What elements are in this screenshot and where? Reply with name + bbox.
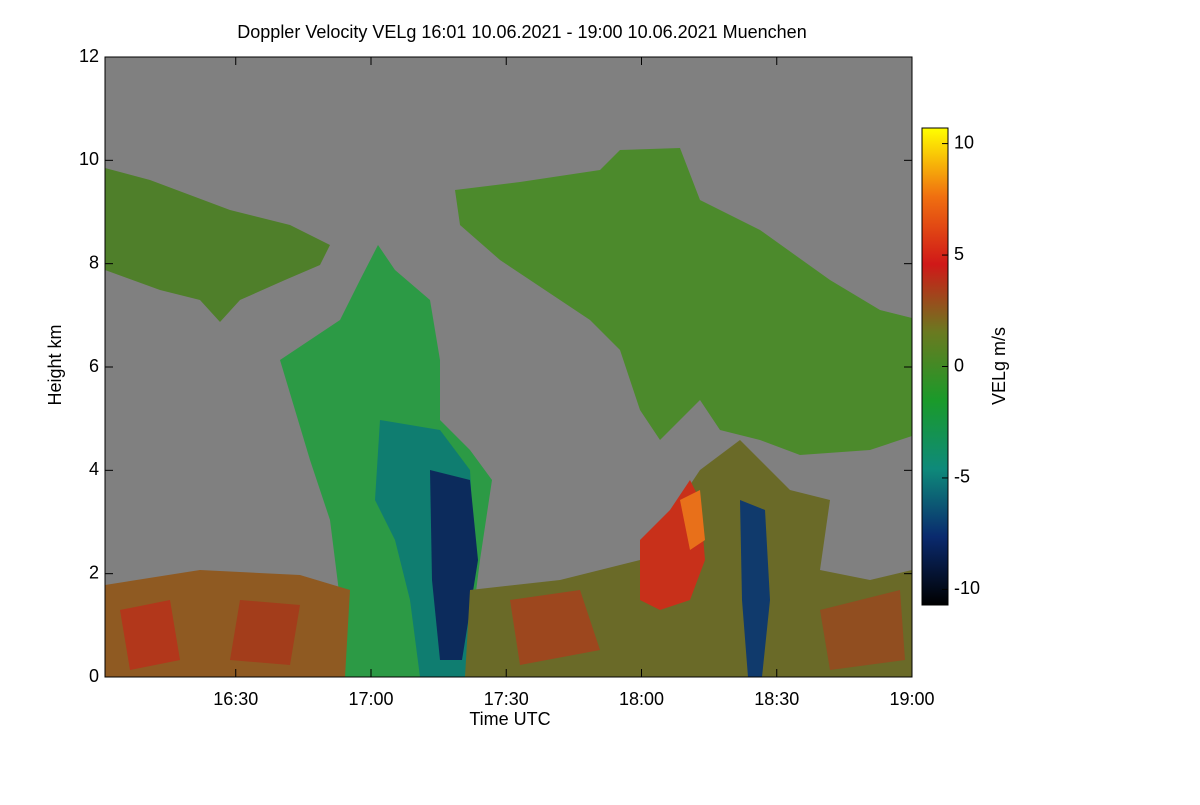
chart-title: Doppler Velocity VELg 16:01 10.06.2021 -… bbox=[237, 22, 806, 42]
y-tick-label: 12 bbox=[79, 46, 99, 66]
colorbar-tick-label: -10 bbox=[954, 578, 980, 598]
y-tick-label: 6 bbox=[89, 356, 99, 376]
y-tick-label: 10 bbox=[79, 149, 99, 169]
x-axis-label: Time UTC bbox=[469, 709, 550, 729]
y-tick-label: 4 bbox=[89, 459, 99, 479]
y-axis-label: Height km bbox=[45, 324, 65, 405]
x-tick-label: 19:00 bbox=[889, 689, 934, 709]
y-tick-label: 2 bbox=[89, 562, 99, 582]
radar-field bbox=[105, 148, 912, 677]
x-tick-label: 18:30 bbox=[754, 689, 799, 709]
colorbar-tick-label: -5 bbox=[954, 467, 970, 487]
colorbar-tick-label: 0 bbox=[954, 355, 964, 375]
y-tick-label: 0 bbox=[89, 666, 99, 686]
colorbar-label: VELg m/s bbox=[989, 327, 1009, 405]
x-tick-label: 17:00 bbox=[348, 689, 393, 709]
y-tick-label: 8 bbox=[89, 252, 99, 272]
x-tick-label: 17:30 bbox=[484, 689, 529, 709]
colorbar-tick-label: 10 bbox=[954, 132, 974, 152]
x-tick-label: 16:30 bbox=[213, 689, 258, 709]
x-tick-label: 18:00 bbox=[619, 689, 664, 709]
colorbar-tick-label: 5 bbox=[954, 244, 964, 264]
